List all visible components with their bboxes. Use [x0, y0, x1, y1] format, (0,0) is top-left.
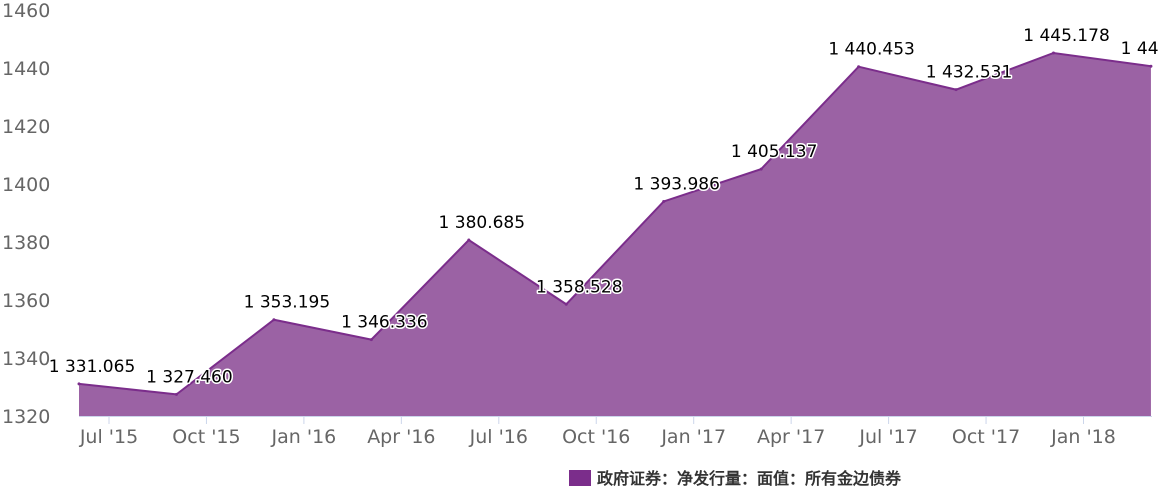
data-point[interactable]	[857, 65, 861, 69]
data-point[interactable]	[662, 199, 666, 203]
x-tick-label: Oct '17	[952, 426, 1020, 448]
data-point[interactable]	[564, 302, 568, 306]
data-label: 1 440.624	[1121, 39, 1158, 59]
y-tick-label: 1460	[2, 0, 50, 22]
data-point[interactable]	[369, 338, 373, 342]
y-tick-label: 1400	[2, 174, 50, 196]
x-tick-label: Apr '17	[757, 426, 825, 448]
data-label: 1 327.460	[146, 367, 233, 387]
data-label: 1 353.195	[244, 293, 331, 313]
data-point[interactable]	[1149, 64, 1153, 68]
y-tick-label: 1340	[2, 348, 50, 370]
data-point[interactable]	[467, 238, 471, 242]
x-tick-label: Jul '17	[858, 426, 917, 448]
data-label: 1 380.685	[439, 213, 526, 233]
x-axis: Jul '15 Oct '15 Jan '16 Apr '16 Jul '16 Oct '…	[79, 416, 1152, 448]
x-tick-label: Jan '16	[271, 426, 337, 448]
plot-area	[77, 51, 1153, 416]
y-tick-label: 1320	[2, 406, 50, 428]
data-point[interactable]	[1052, 51, 1055, 55]
y-tick-label: 1380	[2, 232, 50, 254]
data-point[interactable]	[954, 88, 958, 92]
x-tick-label: Jul '16	[469, 426, 528, 448]
x-tick-label: Jan '18	[1050, 426, 1116, 448]
area-fill	[79, 52, 1151, 416]
data-point[interactable]	[174, 392, 178, 396]
data-label: 1 393.986	[633, 174, 720, 194]
x-tick-label: Jul '15	[79, 426, 138, 448]
data-point[interactable]	[759, 167, 763, 171]
legend-swatch[interactable]	[569, 470, 591, 486]
y-tick-label: 1420	[2, 116, 50, 138]
x-tick-label: Jan '17	[660, 426, 726, 448]
y-axis: 1320 1340 1360 1380 1400 1420 1440 1460	[2, 0, 50, 428]
data-labels: 1 331.065 1 327.460 1 353.195 1 346.336 1 38…	[47, 24, 1158, 388]
data-label: 1 432.531	[926, 63, 1013, 83]
data-label: 1 331.065	[49, 357, 136, 377]
y-tick-label: 1440	[2, 58, 50, 80]
y-tick-label: 1360	[2, 290, 50, 312]
data-label: 1 445.178	[1023, 26, 1110, 46]
data-label: 1 346.336	[341, 313, 428, 333]
data-label: 1 358.528	[536, 277, 623, 297]
data-point[interactable]	[77, 382, 81, 386]
series-line	[78, 51, 1152, 396]
legend[interactable]: 政府证券：净发行量：面值：所有金边债券	[569, 469, 902, 488]
x-tick-label: Apr '16	[367, 426, 435, 448]
legend-label[interactable]: 政府证券：净发行量：面值：所有金边债券	[597, 469, 902, 488]
x-tick-label: Oct '16	[562, 426, 630, 448]
data-label: 1 405.137	[731, 142, 818, 162]
data-label: 1 440.453	[828, 40, 915, 60]
data-point[interactable]	[272, 318, 276, 322]
x-tick-label: Oct '15	[172, 426, 240, 448]
